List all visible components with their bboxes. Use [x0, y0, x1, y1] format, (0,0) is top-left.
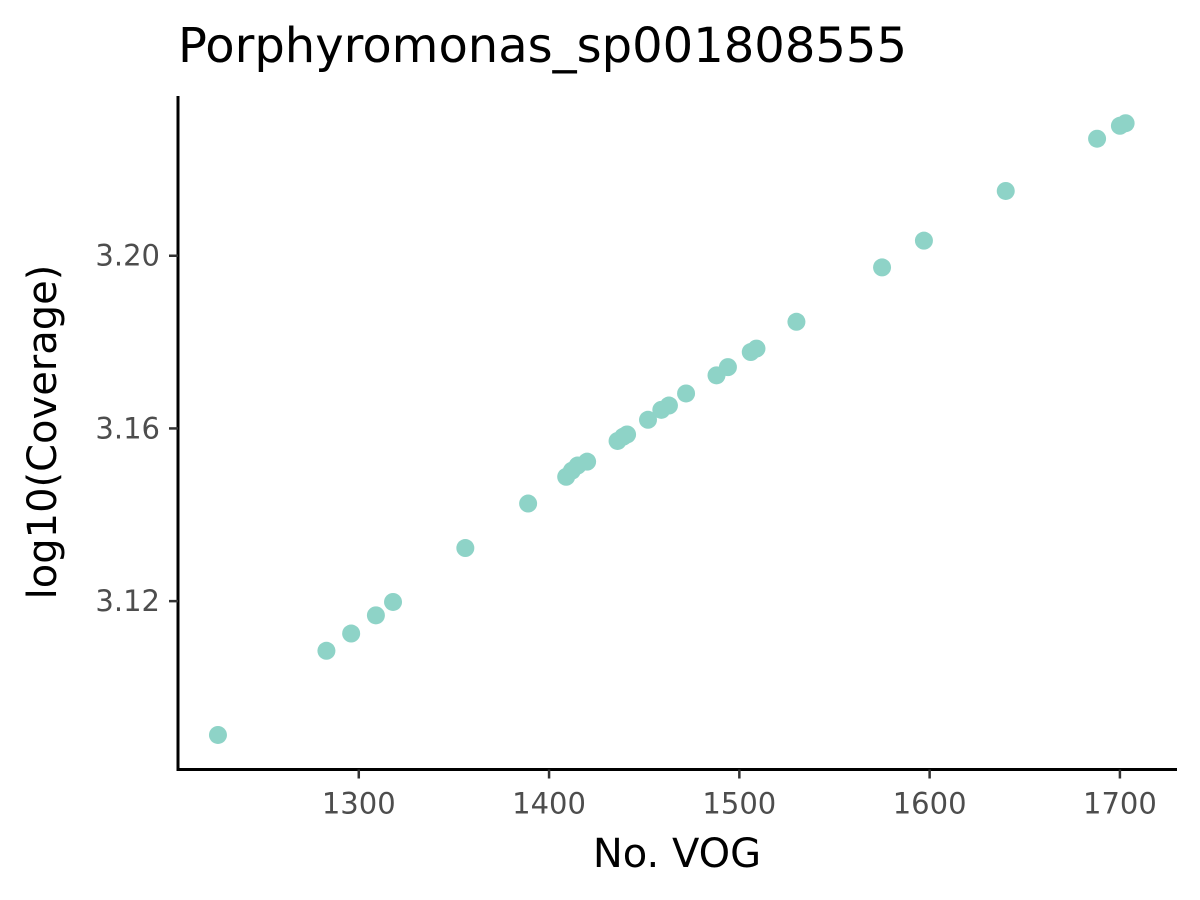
data-point — [747, 339, 766, 358]
x-tick-label: 1600 — [893, 787, 967, 821]
data-point — [456, 539, 475, 558]
data-point — [342, 624, 361, 643]
chart-title: Porphyromonas_sp001808555 — [178, 18, 907, 74]
y-ticks: 3.12 3.16 3.20 — [95, 239, 178, 618]
x-ticks: 1300 1400 1500 1600 1700 — [322, 769, 1157, 821]
data-point — [208, 725, 227, 744]
data-point — [996, 181, 1015, 200]
x-tick-label: 1400 — [512, 787, 586, 821]
x-tick-label: 1300 — [322, 787, 396, 821]
data-point — [317, 641, 336, 660]
x-tick-label: 1500 — [702, 787, 776, 821]
y-tick-label: 3.16 — [95, 411, 160, 445]
data-points — [208, 114, 1135, 744]
y-tick-label: 3.20 — [95, 239, 160, 273]
x-axis-label: No. VOG — [593, 831, 761, 877]
data-point — [578, 452, 597, 471]
data-point — [1116, 114, 1135, 133]
data-point — [366, 606, 385, 625]
data-point — [1088, 129, 1107, 148]
y-tick-label: 3.12 — [95, 584, 160, 618]
x-tick-label: 1700 — [1083, 787, 1157, 821]
data-point — [659, 396, 678, 415]
data-point — [384, 592, 403, 611]
data-point — [519, 494, 538, 513]
data-point — [914, 231, 933, 250]
data-point — [618, 425, 637, 444]
data-point — [677, 384, 696, 403]
data-point — [787, 312, 806, 331]
y-axis-label: log10(Coverage) — [20, 265, 66, 600]
data-point — [873, 258, 892, 277]
data-point — [639, 410, 658, 429]
data-point — [718, 358, 737, 377]
